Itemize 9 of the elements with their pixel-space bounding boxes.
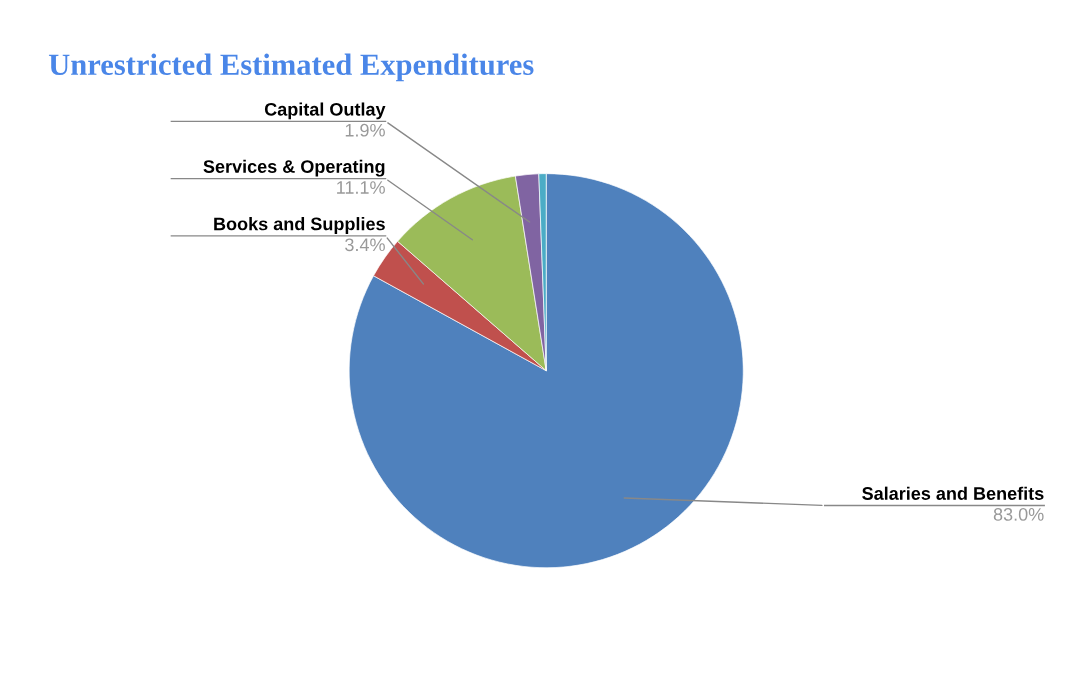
data-label: 3.4%: [345, 238, 385, 252]
data-label: 11.1%: [337, 181, 385, 194]
slice-label: Services & Operating: [203, 159, 385, 177]
chart-title: Unrestricted Estimated Expenditures: [48, 53, 534, 82]
data-label: 83.0%: [993, 508, 1044, 521]
slice-label: Capital Outlay: [264, 102, 386, 120]
data-label: 1.9%: [345, 123, 385, 137]
slice-label: Salaries and Benefits: [862, 486, 1044, 500]
slice-label: Books and Supplies: [214, 217, 385, 234]
